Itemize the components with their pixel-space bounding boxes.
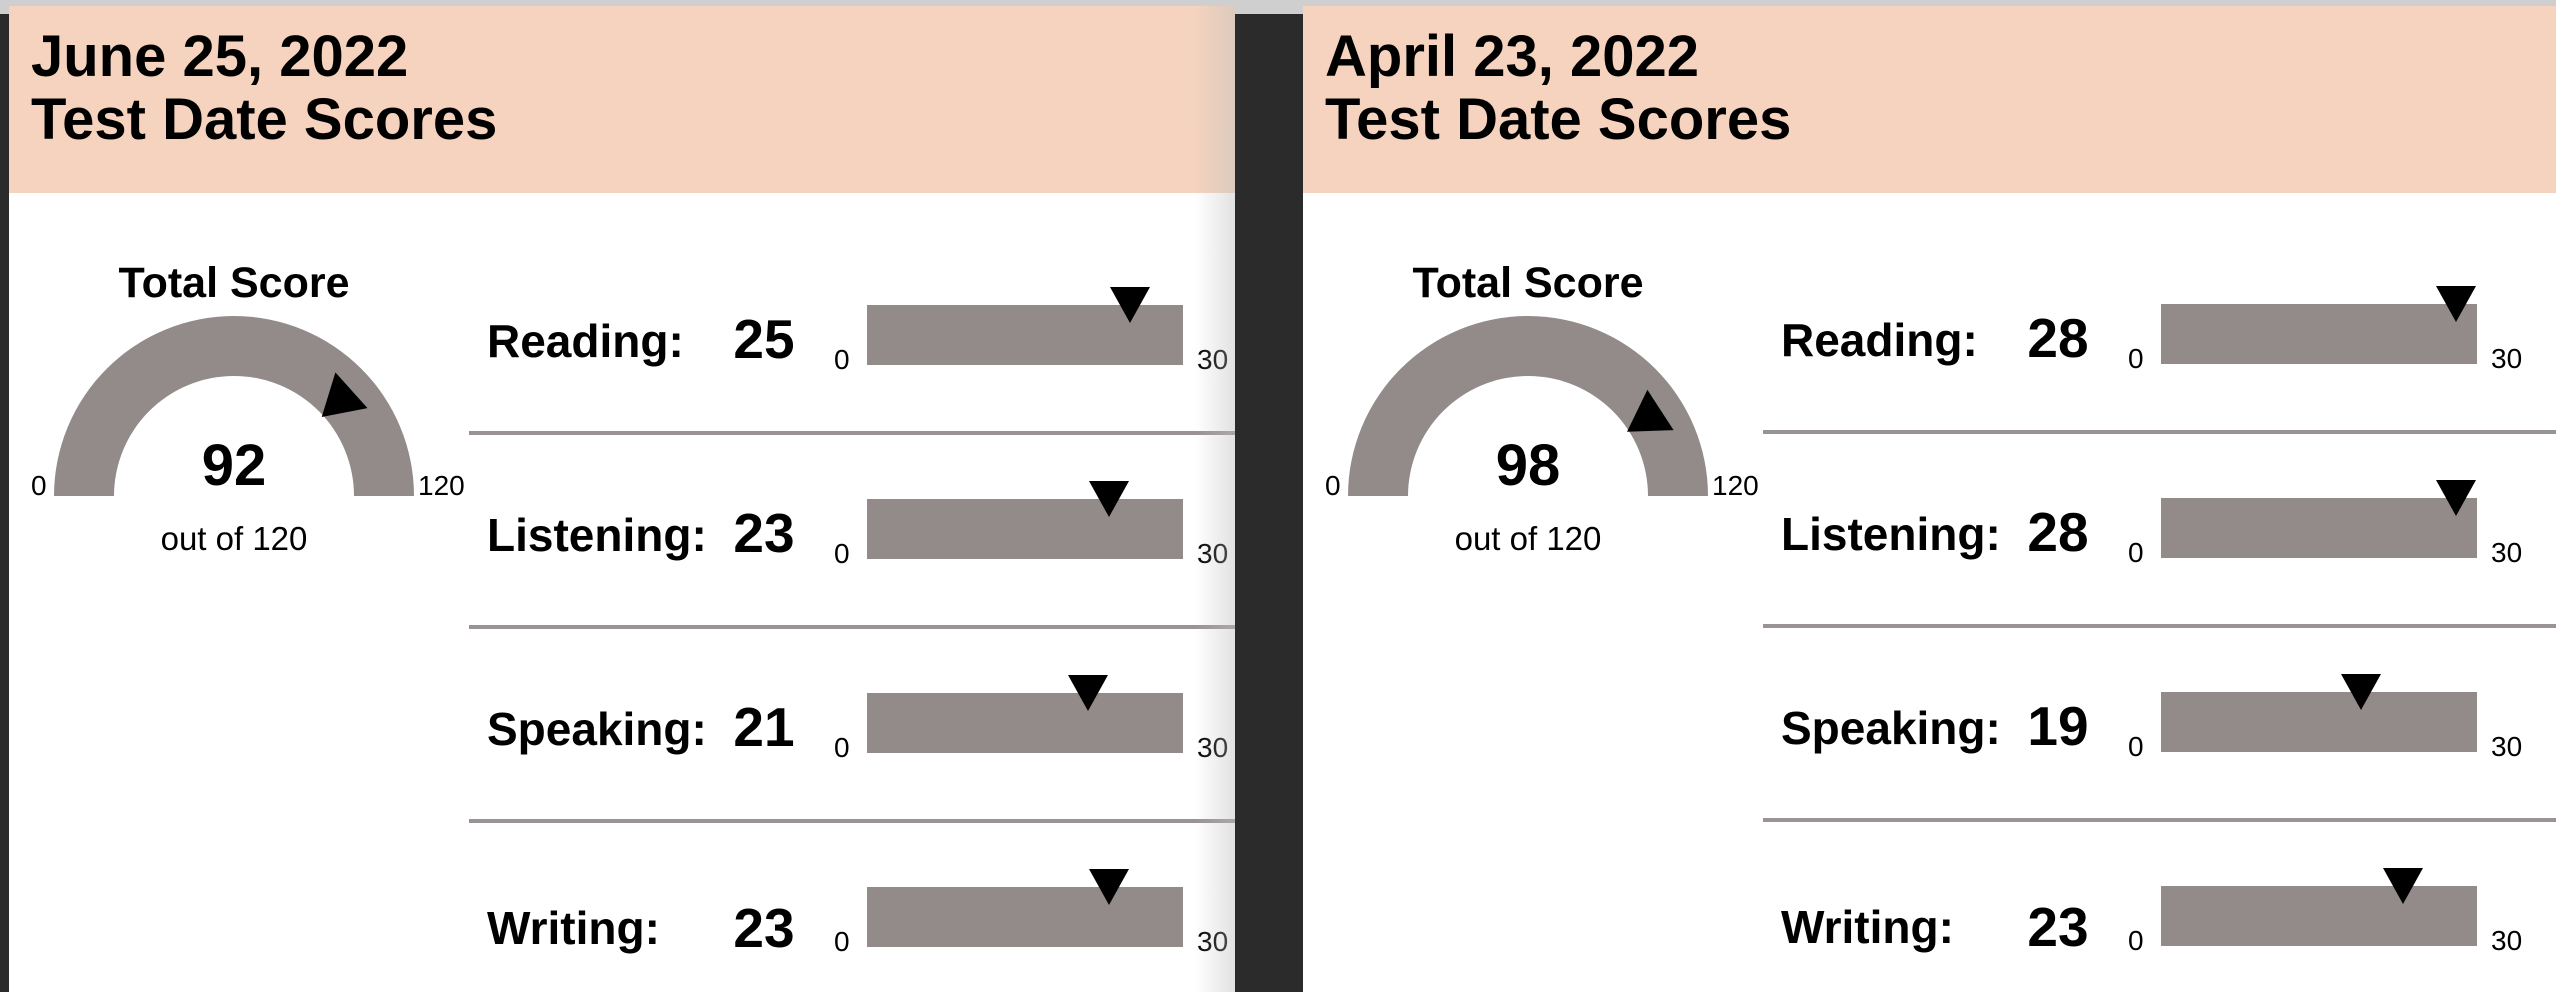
scale-min-label: 0 [2128,925,2144,956]
score-bar [867,499,1183,559]
section-label: Listening: [1781,508,2001,560]
section-speaking: Speaking: 21 0 30 [469,629,1235,823]
scale-max-label: 30 [2491,731,2523,762]
total-score-gauge [54,316,414,496]
section-score: 25 [733,308,795,370]
scale-max-label: 30 [2491,537,2523,568]
section-score: 21 [733,696,795,758]
section-score: 19 [2027,695,2089,757]
score-marker-icon [1110,287,1151,323]
score-report-panel-june: June 25, 2022 Test Date Scores Total Sco… [9,6,1235,992]
score-report-panel-april: April 23, 2022 Test Date Scores Total Sc… [1303,6,2556,992]
scale-min-label: 0 [834,926,850,957]
header-title: Test Date Scores [1325,87,1792,152]
scale-max-label: 30 [1197,344,1229,375]
scale-max-label: 30 [2491,925,2523,956]
section-reading: Reading: 28 0 30 [1763,240,2556,434]
section-label: Reading: [1781,314,1978,366]
gauge-min-label: 0 [1325,470,1341,501]
section-score: 23 [2027,896,2089,958]
score-bar [2161,692,2477,752]
section-divider [1763,430,2556,434]
score-marker-icon [2383,868,2424,904]
scale-min-label: 0 [2128,731,2144,762]
section-listening: Listening: 28 0 30 [1763,434,2556,628]
scale-max-label: 30 [1197,538,1229,569]
gauge-arc [1348,316,1708,496]
section-label: Reading: [487,315,684,367]
total-score-value: 92 [201,433,267,498]
section-divider [469,431,1235,435]
section-listening: Listening: 23 0 30 [469,435,1235,629]
section-score: 28 [2027,307,2089,369]
panel-header: June 25, 2022 Test Date Scores [9,6,1235,193]
section-writing: Writing: 23 0 30 [469,823,1235,992]
section-divider [1763,624,2556,628]
gauge-marker-icon [321,372,368,417]
total-score-label: Total Score [1412,259,1644,307]
score-bar [867,887,1183,947]
section-writing: Writing: 23 0 30 [1763,822,2556,992]
score-marker-icon [2341,674,2382,710]
gauge-arc [54,316,414,496]
panel-header: April 23, 2022 Test Date Scores [1303,6,2556,193]
scale-min-label: 0 [834,732,850,763]
scale-max-label: 30 [2491,343,2523,374]
score-marker-icon [2435,286,2476,322]
section-divider [1763,818,2556,822]
gauge-min-label: 0 [31,470,47,501]
total-score-label: Total Score [118,259,350,307]
gauge-max-label: 120 [1712,470,1759,501]
section-divider [469,625,1235,629]
section-score: 23 [733,897,795,959]
section-label: Speaking: [1781,702,2001,754]
score-bar [2161,886,2477,946]
section-score: 28 [2027,501,2089,563]
total-score-gauge [1348,316,1708,496]
scale-min-label: 0 [834,344,850,375]
header-title: Test Date Scores [31,87,498,152]
score-bar [2161,498,2477,558]
section-label: Listening: [487,509,707,561]
gauge-max-label: 120 [418,470,465,501]
score-marker-icon [2435,480,2476,516]
score-marker-icon [1068,675,1109,711]
section-speaking: Speaking: 19 0 30 [1763,628,2556,822]
score-bar [867,693,1183,753]
scale-max-label: 30 [1197,926,1229,957]
test-date: June 25, 2022 [31,24,409,89]
total-score-out-of: out of 120 [160,520,308,557]
score-bar [2161,304,2477,364]
section-score: 23 [733,502,795,564]
section-label: Writing: [1781,901,1954,953]
total-score-out-of: out of 120 [1454,520,1602,557]
score-marker-icon [1089,481,1130,517]
test-date: April 23, 2022 [1325,24,1699,89]
section-reading: Reading: 25 0 30 [469,241,1235,435]
section-divider [469,819,1235,823]
scale-min-label: 0 [2128,537,2144,568]
score-marker-icon [1089,869,1130,905]
section-label: Writing: [487,902,660,954]
total-score-value: 98 [1495,433,1561,498]
scale-min-label: 0 [2128,343,2144,374]
gauge-marker-icon [1627,389,1674,432]
scale-min-label: 0 [834,538,850,569]
scale-max-label: 30 [1197,732,1229,763]
section-label: Speaking: [487,703,707,755]
